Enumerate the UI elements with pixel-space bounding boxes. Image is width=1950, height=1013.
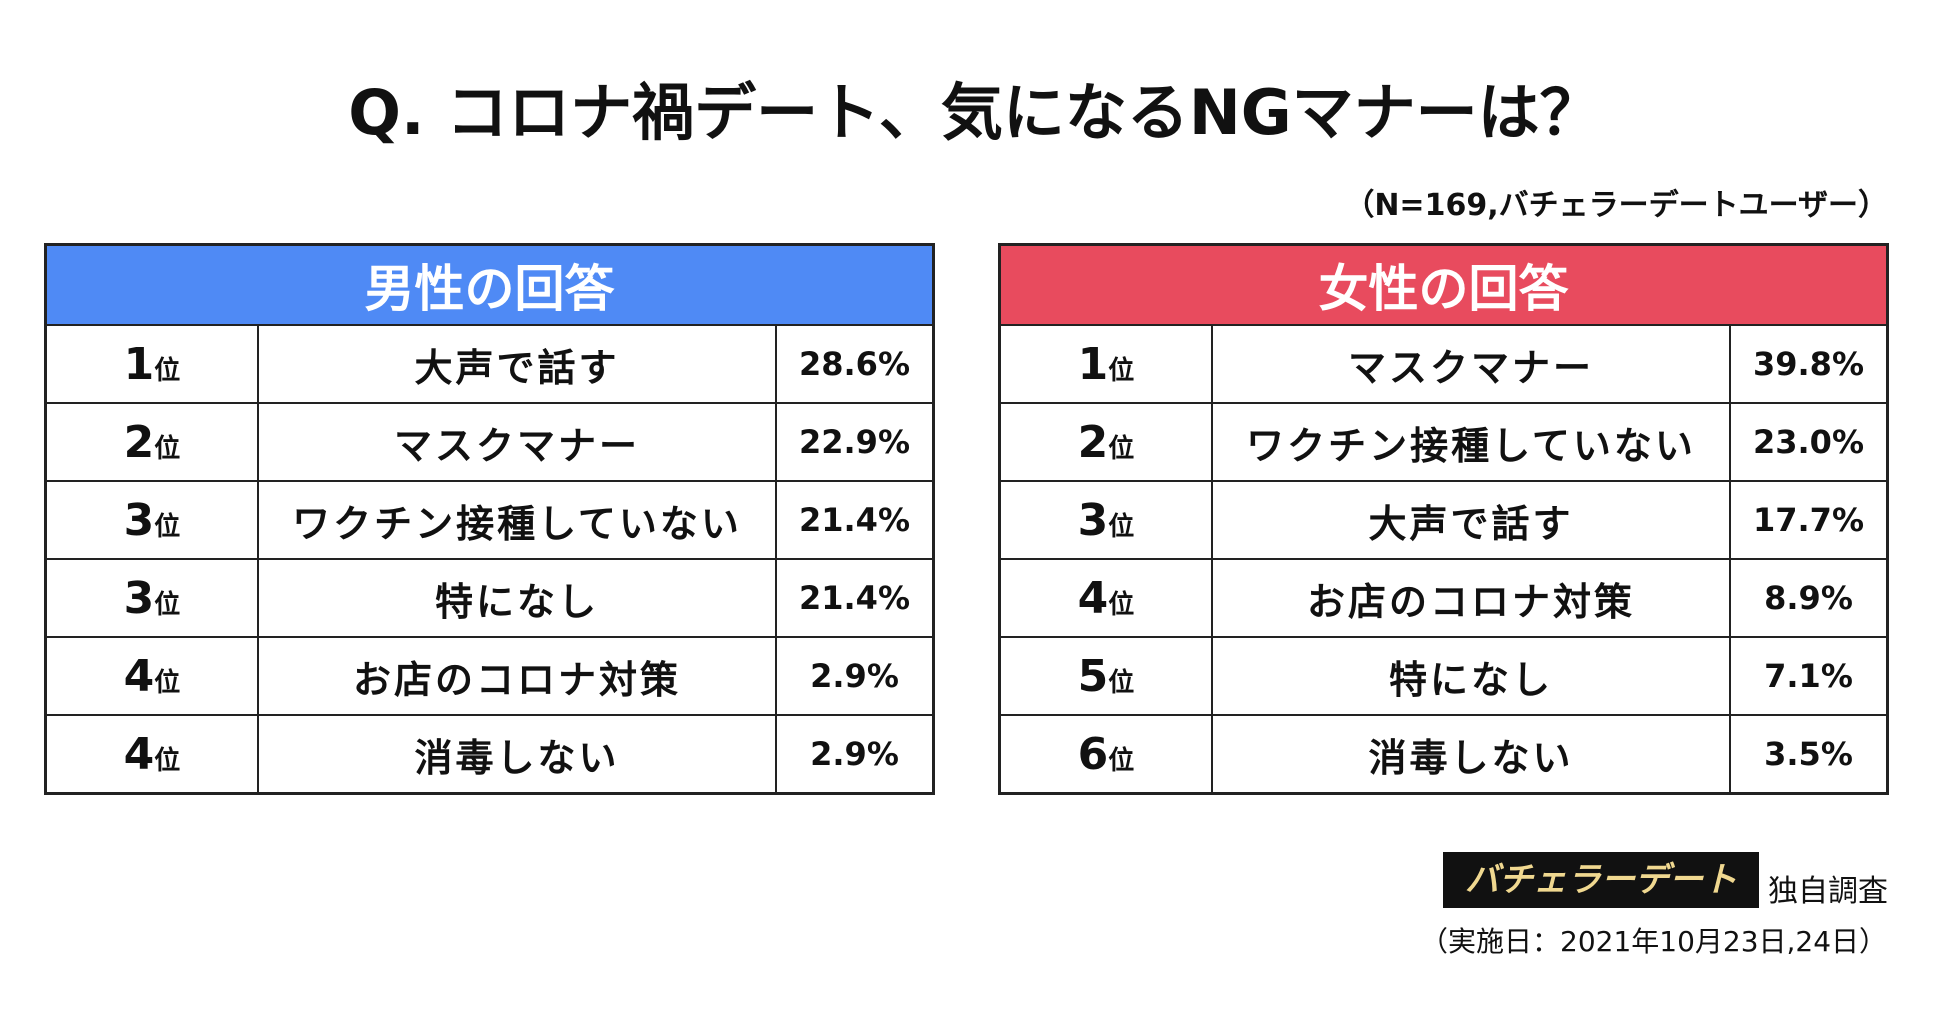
item: マスクマナー [257, 402, 777, 482]
rank-unit: 位 [1108, 433, 1135, 464]
percent: 21.4% [775, 558, 935, 638]
percent: 21.4% [775, 480, 935, 560]
rank-unit: 位 [154, 355, 181, 386]
percent: 8.9% [1729, 558, 1889, 638]
percent: 23.0% [1729, 402, 1889, 482]
rank: 3位 [44, 558, 259, 638]
rank: 5位 [998, 636, 1213, 716]
rank: 1位 [998, 324, 1213, 404]
percent: 3.5% [1729, 714, 1889, 795]
logo: バチェラーデート [1443, 852, 1759, 908]
percent: 17.7% [1729, 480, 1889, 560]
rank: 4位 [44, 714, 259, 795]
rank-number: 3 [1077, 494, 1109, 546]
row: 4位 お店のコロナ対策 8.9% [998, 558, 1889, 638]
sample-note: （N=169,バチェラーデートユーザー） [1344, 188, 1888, 223]
row: 4位 消毒しない 2.9% [44, 714, 935, 795]
item: 消毒しない [257, 714, 777, 795]
ranking-table: 男性の回答 1位 大声で話す 28.6% 2位 マスクマナー 22.9% 3位 ワクチン接種して… [44, 243, 935, 795]
survey-label: 独自調査 [1768, 874, 1888, 909]
rank: 2位 [44, 402, 259, 482]
rank: 3位 [44, 480, 259, 560]
table-title: 男性の回答 [44, 243, 935, 326]
percent: 7.1% [1729, 636, 1889, 716]
header-row: 男性の回答 [44, 243, 935, 326]
rank-number: 2 [1077, 416, 1109, 468]
rank-unit: 位 [1108, 511, 1135, 542]
rank-number: 3 [123, 494, 155, 546]
rank: 3位 [998, 480, 1213, 560]
row: 3位 ワクチン接種していない 21.4% [44, 480, 935, 560]
rank-unit: 位 [1108, 589, 1135, 620]
ranking-table: 女性の回答 1位 マスクマナー 39.8% 2位 ワクチン接種していない 23.0% 3位 大声… [998, 243, 1889, 795]
rank-unit: 位 [1108, 745, 1135, 776]
row: 6位 消毒しない 3.5% [998, 714, 1889, 795]
item: 消毒しない [1211, 714, 1731, 795]
percent: 39.8% [1729, 324, 1889, 404]
row: 2位 ワクチン接種していない 23.0% [998, 402, 1889, 482]
percent: 22.9% [775, 402, 935, 482]
rank-unit: 位 [1108, 667, 1135, 698]
rank-unit: 位 [154, 511, 181, 542]
rank: 4位 [998, 558, 1213, 638]
row: 3位 大声で話す 17.7% [998, 480, 1889, 560]
row: 1位 大声で話す 28.6% [44, 324, 935, 404]
rank-number: 4 [123, 650, 155, 702]
table-title: 女性の回答 [998, 243, 1889, 326]
rank-number: 6 [1077, 728, 1109, 780]
rank-number: 4 [1077, 572, 1109, 624]
item: お店のコロナ対策 [257, 636, 777, 716]
title: Q. コロナ禍デート、気になるNGマナーは？ [348, 76, 1602, 149]
rank-number: 1 [123, 338, 155, 390]
row: 5位 特になし 7.1% [998, 636, 1889, 716]
rank: 4位 [44, 636, 259, 716]
header-row: 女性の回答 [998, 243, 1889, 326]
item: お店のコロナ対策 [1211, 558, 1731, 638]
item: 大声で話す [1211, 480, 1731, 560]
rank-unit: 位 [1108, 355, 1135, 386]
rank: 1位 [44, 324, 259, 404]
rank-number: 2 [123, 416, 155, 468]
rank-unit: 位 [154, 589, 181, 620]
row: 4位 お店のコロナ対策 2.9% [44, 636, 935, 716]
rank-number: 3 [123, 572, 155, 624]
item: ワクチン接種していない [1211, 402, 1731, 482]
rank-number: 5 [1077, 650, 1109, 702]
survey-date: （実施日：2021年10月23日,24日） [1420, 925, 1888, 958]
percent: 2.9% [775, 636, 935, 716]
rank-unit: 位 [154, 667, 181, 698]
rank-number: 1 [1077, 338, 1109, 390]
row: 1位 マスクマナー 39.8% [998, 324, 1889, 404]
item: 大声で話す [257, 324, 777, 404]
item: ワクチン接種していない [257, 480, 777, 560]
rank: 6位 [998, 714, 1213, 795]
rank-unit: 位 [154, 433, 181, 464]
rank: 2位 [998, 402, 1213, 482]
row: 3位 特になし 21.4% [44, 558, 935, 638]
item: 特になし [257, 558, 777, 638]
rank-number: 4 [123, 728, 155, 780]
item: マスクマナー [1211, 324, 1731, 404]
percent: 2.9% [775, 714, 935, 795]
rank-unit: 位 [154, 745, 181, 776]
row: 2位 マスクマナー 22.9% [44, 402, 935, 482]
item: 特になし [1211, 636, 1731, 716]
percent: 28.6% [775, 324, 935, 404]
